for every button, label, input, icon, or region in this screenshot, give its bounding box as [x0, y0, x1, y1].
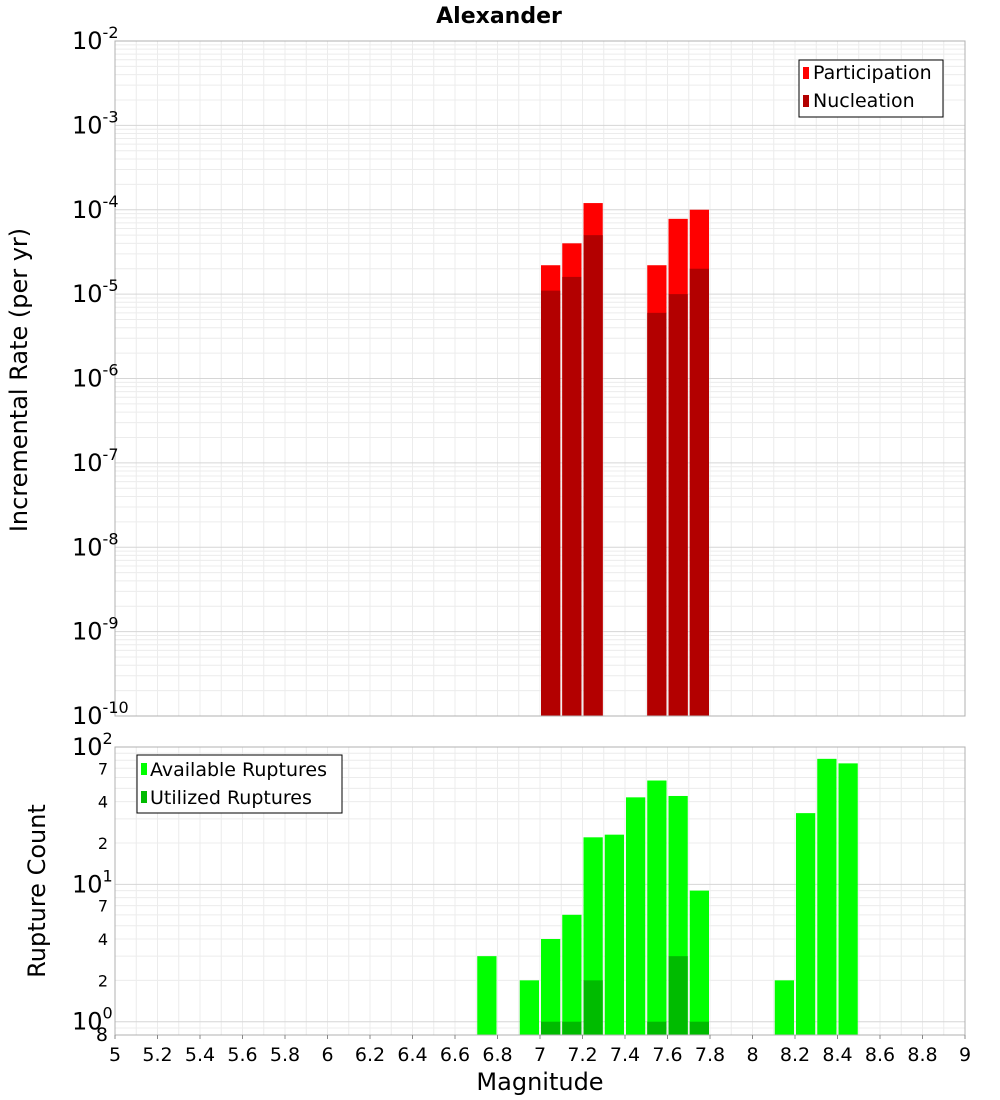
legend-label-available: Available Ruptures	[150, 759, 327, 781]
rate-bars	[541, 203, 709, 717]
x-tick-label: 6.8	[482, 1044, 512, 1066]
count-y-tick-label: 100	[72, 1004, 113, 1036]
x-tick-label: 7.6	[652, 1044, 682, 1066]
x-tick-label: 6.2	[355, 1044, 385, 1066]
count-y-minor-tick-label: 4	[98, 793, 108, 812]
x-tick-label: 6	[321, 1044, 333, 1066]
rate-plot-border	[114, 40, 966, 717]
bar-nucleation-7.75	[689, 268, 709, 716]
bar-available-ruptures-6.95	[519, 980, 539, 1035]
x-tick-label: 8.8	[907, 1044, 937, 1066]
rate-y-tick-label: 10-4	[72, 192, 119, 224]
count-legend-box	[136, 754, 343, 814]
x-axis-label: Magnitude	[476, 1068, 603, 1096]
bar-utilized-ruptures-7.65	[668, 956, 688, 1035]
rate-y-tick-label: 10-2	[72, 23, 119, 55]
bar-available-ruptures-7.75	[689, 890, 709, 1035]
bar-available-ruptures-7.55	[647, 780, 667, 1035]
count-bottom-label: 8	[96, 1024, 108, 1046]
x-tick-label: 6.6	[440, 1044, 470, 1066]
count-legend: Available Ruptures Utilized Ruptures	[136, 754, 343, 814]
rate-y-tick-label: 10-6	[72, 361, 119, 393]
chart-title: Alexander	[436, 4, 562, 29]
x-tick-label: 8.4	[822, 1044, 852, 1066]
legend-label-nucleation: Nucleation	[813, 90, 915, 112]
x-tick-label: 8.2	[780, 1044, 810, 1066]
count-bars	[477, 758, 858, 1035]
bar-available-ruptures-8.25	[796, 813, 816, 1035]
rate-y-ticks: 10-10 10-9 10-8 10-7 10-6 10-5 10-4 10-3 10-2	[72, 23, 129, 730]
count-y-minor-tick-label: 4	[98, 930, 108, 949]
rate-y-tick-label: 10-9	[72, 614, 119, 646]
rate-y-tick-label: 10-10	[72, 698, 129, 730]
legend-label-utilized: Utilized Ruptures	[150, 787, 312, 809]
x-tick-label: 8.6	[865, 1044, 895, 1066]
bar-utilized-ruptures-7.75	[689, 1021, 709, 1035]
rate-legend: Participation Nucleation	[798, 59, 944, 118]
x-tick-label: 6.4	[397, 1044, 427, 1066]
bar-available-ruptures-7.15	[562, 914, 582, 1035]
legend-swatch-available	[141, 763, 147, 775]
rate-y-tick-label: 10-8	[72, 529, 119, 561]
rate-y-axis-label: Incremental Rate (per yr)	[5, 228, 33, 532]
count-y-minor-tick-label: 7	[98, 897, 108, 916]
x-tick-label: 5.2	[142, 1044, 172, 1066]
x-tick-label: 7	[534, 1044, 546, 1066]
x-tick-label: 5.4	[185, 1044, 215, 1066]
count-y-ticks: 100 101 102 2 4 7 2 4 7	[72, 729, 113, 1036]
bar-available-ruptures-7.45	[626, 797, 646, 1035]
count-y-tick-label: 102	[72, 729, 113, 761]
rate-y-tick-label: 10-7	[72, 445, 119, 477]
bar-utilized-ruptures-7.25	[583, 980, 603, 1035]
count-y-tick-label: 101	[72, 866, 113, 898]
x-tick-label: 7.2	[567, 1044, 597, 1066]
rate-y-tick-label: 10-3	[72, 107, 119, 139]
bar-available-ruptures-7.05	[541, 939, 561, 1035]
count-y-axis-label: Rupture Count	[23, 804, 51, 978]
x-tick-label: 8	[746, 1044, 758, 1066]
bar-available-ruptures-8.35	[817, 758, 837, 1035]
count-panel: 100 101 102 2 4 7 2 4 7 8 5 5.2 5.4 5.6 5.8 6 6.2 6.4 6.…	[23, 729, 971, 1096]
x-tick-label: 5.6	[227, 1044, 257, 1066]
x-tick-label: 9	[959, 1044, 971, 1066]
rate-y-tick-label: 10-5	[72, 276, 119, 308]
count-y-minor-tick-label: 2	[98, 971, 108, 990]
x-tick-label: 7.8	[695, 1044, 725, 1066]
bar-available-ruptures-6.75	[477, 956, 497, 1035]
bar-utilized-ruptures-7.55	[647, 1021, 667, 1035]
count-x-ticks: 5 5.2 5.4 5.6 5.8 6 6.2 6.4 6.6 6.8 7 7.2 7.4 7.6 7.8 8…	[109, 1035, 971, 1066]
bar-nucleation-7.55	[647, 312, 667, 716]
bar-available-ruptures-8.45	[838, 763, 858, 1035]
bar-nucleation-7.15	[562, 276, 582, 716]
bar-utilized-ruptures-7.15	[562, 1021, 582, 1035]
legend-label-participation: Participation	[813, 62, 932, 84]
x-tick-label: 5.8	[270, 1044, 300, 1066]
count-y-minor-tick-label: 7	[98, 759, 108, 778]
bar-available-ruptures-8.15	[774, 980, 794, 1035]
bar-utilized-ruptures-7.05	[541, 1021, 561, 1035]
legend-swatch-utilized	[141, 791, 147, 803]
bar-available-ruptures-7.35	[604, 834, 624, 1035]
bar-nucleation-7.25	[583, 235, 603, 716]
bar-nucleation-7.05	[541, 290, 561, 716]
rate-grid	[114, 41, 966, 717]
legend-swatch-participation	[803, 67, 809, 79]
legend-swatch-nucleation	[803, 95, 809, 107]
count-y-minor-tick-label: 2	[98, 834, 108, 853]
bar-nucleation-7.65	[668, 294, 688, 716]
rate-panel: 10-10 10-9 10-8 10-7 10-6 10-5 10-4 10-3 10-2 In…	[5, 23, 966, 730]
x-tick-label: 7.4	[610, 1044, 640, 1066]
rate-legend-box	[798, 59, 944, 118]
x-tick-label: 5	[109, 1044, 121, 1066]
